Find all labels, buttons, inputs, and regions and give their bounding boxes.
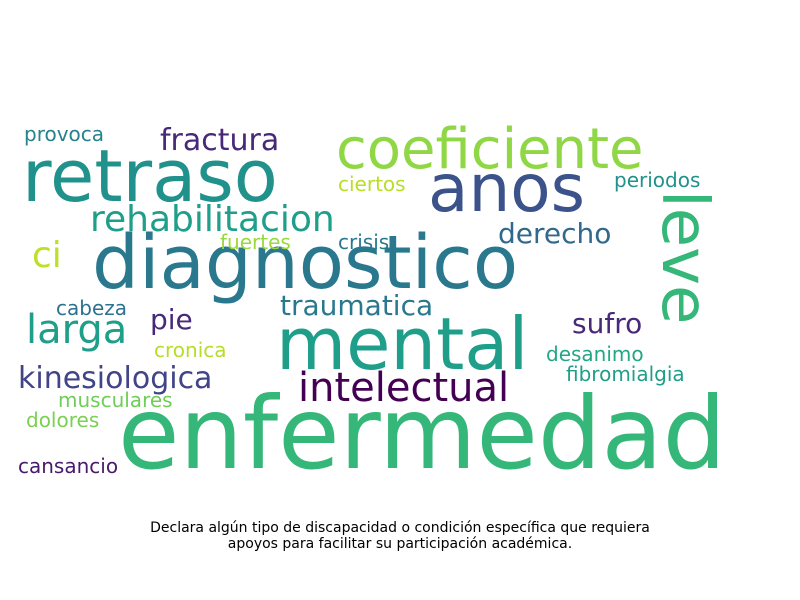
word-diagnostico: diagnostico xyxy=(92,220,519,306)
word-fuertes: fuertes xyxy=(220,230,291,254)
word-dolores: dolores xyxy=(26,408,100,432)
word-periodos: periodos xyxy=(614,168,701,192)
word-cansancio: cansancio xyxy=(18,454,119,478)
word-kinesiologica: kinesiologica xyxy=(18,361,213,396)
word-rehabilitacion: rehabilitacion xyxy=(90,199,335,240)
word-anos: anos xyxy=(428,150,586,227)
word-desanimo: desanimo xyxy=(546,342,644,366)
word-larga: larga xyxy=(26,307,128,353)
word-fractura: fractura xyxy=(160,123,280,158)
word-cronica: cronica xyxy=(154,338,227,362)
word-derecho: derecho xyxy=(498,217,612,250)
word-ci: ci xyxy=(32,235,62,276)
word-fibromialgia: fibromialgia xyxy=(566,362,685,386)
word-traumatica: traumatica xyxy=(280,289,434,322)
caption: Declara algún tipo de discapacidad o con… xyxy=(150,520,650,552)
word-provoca: provoca xyxy=(24,122,105,146)
word-leve: leve xyxy=(647,190,721,325)
word-ciertos: ciertos xyxy=(338,172,406,196)
word-enfermedad: enfermedad xyxy=(118,375,727,492)
word-mental: mental xyxy=(276,302,529,386)
word-intelectual: intelectual xyxy=(298,365,510,411)
word-coeficiente: coeficiente xyxy=(336,117,644,182)
word-retraso: retraso xyxy=(22,134,278,218)
word-crisis: crisis xyxy=(338,230,390,254)
word-pie: pie xyxy=(150,303,193,336)
word-sufro: sufro xyxy=(572,307,643,340)
word-cabeza: cabeza xyxy=(56,296,128,320)
word-musculares: musculares xyxy=(58,388,173,412)
